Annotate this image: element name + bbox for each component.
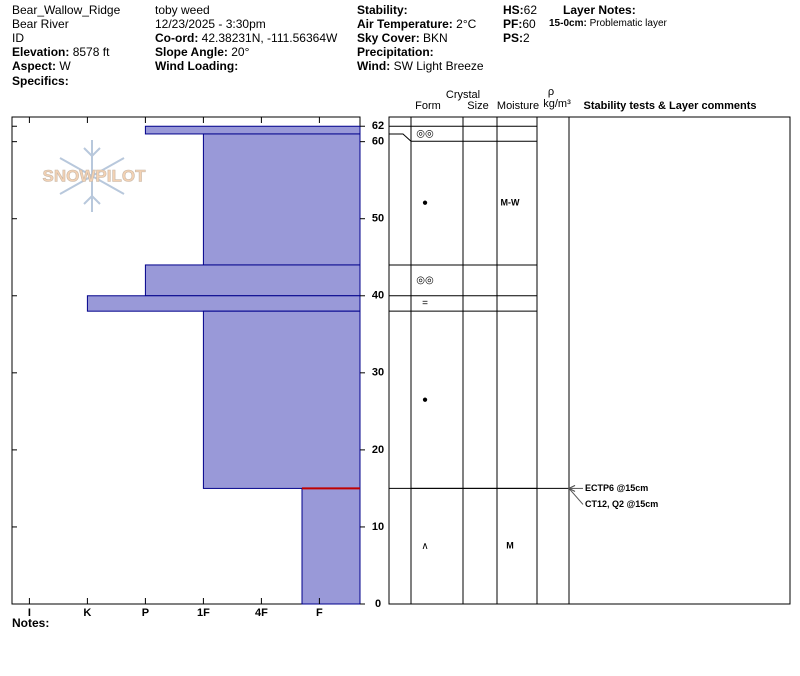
column-header: Stability tests & Layer comments — [583, 100, 756, 112]
field: Elevation: 8578 ft — [12, 45, 109, 59]
value: 2 — [523, 31, 530, 45]
column-header: Moisture — [497, 100, 539, 112]
grain-form: ◎◎ — [416, 128, 434, 139]
value: 2°C — [456, 17, 477, 31]
value: 20° — [231, 45, 250, 59]
hardness-bar — [202, 133, 361, 266]
label: Notes: — [12, 616, 50, 630]
hardness-bar — [202, 310, 361, 489]
field: Layer Notes: — [563, 3, 636, 17]
y-tick-label: 30 — [372, 367, 384, 379]
field: HS:62 — [503, 3, 537, 17]
field: PS:2 — [503, 31, 530, 45]
test-arrowhead — [567, 484, 576, 492]
value: 42.38231N, -111.56364W — [201, 31, 338, 45]
label: Wind: — [357, 59, 391, 73]
hardness-bar — [144, 264, 361, 297]
observer: toby weed — [155, 3, 210, 17]
grain-form: ● — [422, 394, 428, 405]
field: Precipitation: — [357, 45, 434, 59]
state: ID — [12, 31, 24, 45]
field: Aspect: W — [12, 59, 71, 73]
layer-note: 15-0cm: Problematic layer — [549, 17, 667, 31]
field: Wind Loading: — [155, 59, 238, 73]
label: Precipitation: — [357, 45, 434, 59]
field: Slope Angle: 20° — [155, 45, 249, 59]
column-header: Size — [467, 100, 488, 112]
x-tick-label: K — [83, 607, 91, 619]
value: 62 — [523, 3, 538, 17]
x-tick-label: F — [316, 607, 323, 619]
column-lines — [410, 117, 570, 604]
logo — [59, 140, 125, 212]
y-tick-label: 10 — [372, 521, 384, 533]
field: Co-ord: 42.38231N, -111.56364W — [155, 31, 337, 45]
label: Air Temperature: — [357, 17, 453, 31]
hardness-bar — [86, 295, 361, 312]
value: Problematic layer — [589, 18, 667, 29]
label: 15-0cm: — [549, 18, 587, 29]
column-header: ρ — [548, 86, 554, 98]
label: Wind Loading: — [155, 59, 239, 73]
label: PS: — [503, 31, 524, 45]
label: Elevation: — [12, 45, 70, 59]
field: Sky Cover: BKN — [357, 31, 448, 45]
y-tick-label: 20 — [372, 444, 384, 456]
label: Stability: — [357, 3, 408, 17]
y-tick-label: 60 — [372, 136, 384, 148]
datetime: 12/23/2025 - 3:30pm — [155, 17, 266, 31]
logo-text: SNOWPILOT — [43, 166, 147, 185]
label: HS: — [503, 3, 524, 17]
label: Specifics: — [12, 74, 69, 88]
hardness-bar — [144, 125, 361, 135]
layer-connector — [389, 133, 412, 142]
layer-table-frame — [388, 116, 791, 605]
moisture: M — [506, 541, 514, 551]
x-tick-label: 4F — [255, 607, 268, 619]
notes: Notes: — [12, 616, 49, 630]
field: Wind: SW Light Breeze — [357, 59, 484, 73]
test-label: ECTP6 @15cm — [585, 483, 648, 493]
label: Slope Angle: — [155, 45, 228, 59]
column-header: Form — [415, 100, 441, 112]
x-tick-label: 1F — [197, 607, 210, 619]
label: Aspect: — [12, 59, 57, 73]
field: PF:60 — [503, 17, 536, 31]
field: Air Temperature: 2°C — [357, 17, 476, 31]
y-tick-label: 50 — [372, 213, 384, 225]
range: Bear River — [12, 17, 69, 31]
field: Specifics: — [12, 74, 69, 88]
label: PF: — [503, 17, 523, 31]
y-tick-label: 40 — [372, 290, 384, 302]
test-arrow — [568, 488, 584, 505]
value: 8578 ft — [72, 45, 110, 59]
grain-form: = — [422, 298, 428, 309]
column-header: kg/m³ — [543, 98, 571, 110]
field: Stability: — [357, 3, 408, 17]
grain-form: ∧ — [421, 541, 428, 552]
moisture: M-W — [501, 197, 520, 207]
value: W — [59, 59, 71, 73]
x-tick-label: P — [142, 607, 149, 619]
grain-form: ◎◎ — [416, 275, 434, 286]
y-tick-label: 0 — [375, 598, 381, 610]
value: BKN — [423, 31, 448, 45]
location: Bear_Wallow_Ridge — [12, 3, 121, 17]
grain-form: ● — [422, 198, 428, 209]
value: SW Light Breeze — [393, 59, 484, 73]
x-tick-label: I — [28, 607, 31, 619]
value: 60 — [522, 17, 536, 31]
y-tick-label: 62 — [372, 120, 384, 132]
column-header: Crystal — [446, 89, 480, 101]
hardness-bar — [301, 487, 361, 605]
label: Co-ord: — [155, 31, 199, 45]
label: Sky Cover: — [357, 31, 420, 45]
test-label: CT12, Q2 @15cm — [585, 499, 658, 509]
label: Layer Notes: — [563, 3, 636, 17]
